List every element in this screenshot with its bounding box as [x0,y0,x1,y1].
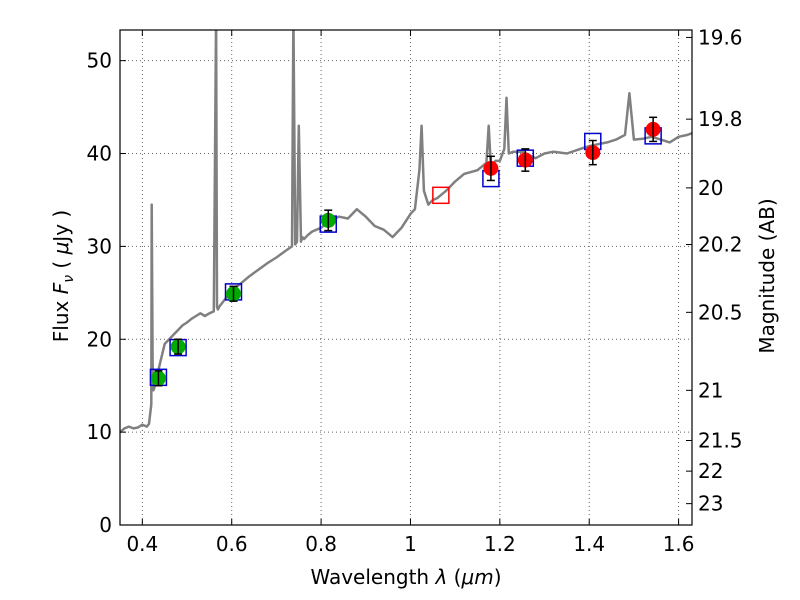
y-tick-label: 50 [87,49,112,73]
y2-axis-label: Magnitude (AB) [755,198,779,353]
y-tick-label: 0 [99,513,112,537]
y2-tick-label: 21.5 [698,428,743,452]
plot-frame [119,29,693,526]
model-spectrum [120,30,692,434]
x-tick-label: 1.6 [663,532,695,556]
photometry-markers [149,116,662,387]
x-axis-label: Wavelength λ (μm) [310,565,501,589]
y2-tick-label: 23 [698,492,723,516]
x-tick-label: 1.2 [484,532,516,556]
plot-background [120,30,692,525]
y-axis-label: Flux Fν ( μJy ) [49,210,77,342]
model-spectrum-line [120,30,692,434]
y-tick-label: 20 [87,327,112,351]
x-tick-label: 1 [404,532,417,556]
y2-tick-label: 20.5 [698,300,743,324]
y-tick-label: 30 [87,234,112,258]
y2-tick-label: 20.2 [698,233,743,257]
square-marker [432,186,450,205]
y-tick-label: 40 [87,142,112,166]
y2-tick-label: 22 [698,459,723,483]
y2-tick-label: 20 [698,176,723,200]
y2-tick-label: 19.8 [698,107,743,131]
x-tick-label: 0.4 [126,532,158,556]
x-tick-label: 0.6 [216,532,248,556]
y2-tick-label: 19.6 [698,25,743,49]
x-tick-label: 1.4 [573,532,605,556]
y-tick-label: 10 [87,420,112,444]
x-tick-label: 0.8 [305,532,337,556]
y2-tick-label: 21 [698,378,723,402]
axis-ticks: 0.4 0.6 0.8 1 1.2 1.4 1.6 0 10 20 30 40 50 19.6 19.8 20… [87,25,743,556]
